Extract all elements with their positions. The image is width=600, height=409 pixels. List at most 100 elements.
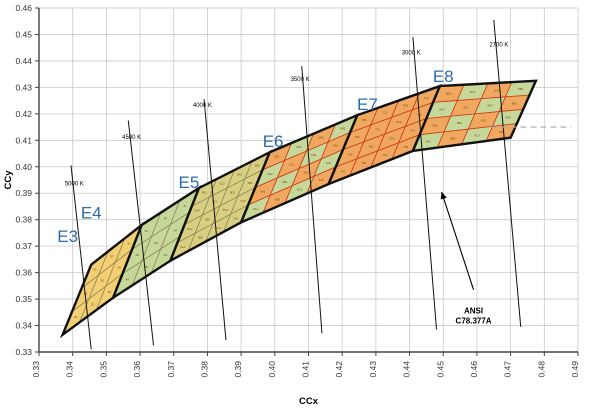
- bin-cell-label: 4A: [126, 277, 130, 281]
- y-tick-label: 0.38: [15, 215, 32, 225]
- bin-cell-label: 4B: [135, 253, 139, 257]
- bin-cell-label: 4F: [164, 217, 168, 221]
- annotation-text: C78.377A: [456, 317, 492, 326]
- y-tick-label: 0.34: [15, 321, 32, 331]
- bin-cell-label: 3G: [108, 290, 113, 294]
- bin-cell-label: 3F: [110, 255, 114, 259]
- zone-label-e3: E3: [57, 227, 78, 246]
- axis-titles: CCx CCy: [3, 170, 319, 407]
- cct-line: [412, 37, 438, 330]
- bin-cell-label: 8B1: [446, 92, 452, 96]
- bin-cell-label: 4E: [154, 241, 158, 245]
- bin-cell-label: 5C3: [216, 226, 222, 230]
- y-tick-label: 0.35: [15, 294, 32, 304]
- bin-cell-label: 3I: [127, 242, 130, 246]
- x-tick-label: 0.42: [334, 361, 344, 378]
- bin-cell-label: 7B3: [368, 144, 374, 148]
- bin-cell-label: 5A1: [180, 245, 186, 249]
- cct-line-label: 3500 K: [291, 77, 310, 83]
- bin-cell-label: 8B3: [457, 121, 463, 125]
- bin-cell-label: 4I: [183, 204, 186, 208]
- bin-cell-label: 4H: [173, 228, 177, 232]
- bin-cell-label: 7A3: [424, 96, 430, 100]
- bin-cell-label: 4G: [164, 253, 169, 257]
- bin-cell-label: 5A1: [237, 173, 243, 177]
- bin-cell-label: 5B1: [202, 191, 208, 195]
- x-tick-label: 0.41: [301, 361, 311, 378]
- bin-cell-label: 5B3: [205, 217, 211, 221]
- bin-cell-label: 8B2: [450, 136, 456, 140]
- bin-cell-label: 8A2: [433, 123, 439, 127]
- bin-cell-label: 5B1: [248, 181, 254, 185]
- annotation-leader-line: [441, 191, 475, 290]
- bin-cell-label: 6A1: [319, 178, 325, 182]
- bin-cell-label: 7D3: [403, 103, 409, 107]
- x-tick-label: 0.34: [65, 361, 75, 378]
- bin-cell-label: 6C1: [289, 162, 295, 166]
- bin-cell-label: 5A2: [187, 227, 193, 231]
- bin-cell-label: 5A3: [195, 209, 201, 213]
- y-tick-label: 0.36: [15, 268, 32, 278]
- binning-blocks: 3A3B3C3D3E3F3G3H3I4A4B4C4D4E4F4G4H4I5A15…: [59, 79, 538, 339]
- y-tick-label: 0.39: [15, 188, 32, 198]
- cct-line: [301, 66, 323, 334]
- tick-labels: 0.33 0.34 0.35 0.36 0.37 0.38 0.39 0.40 0.41 0.42…: [15, 3, 580, 378]
- y-tick-label: 0.40: [15, 162, 32, 172]
- block-outline: [411, 79, 538, 153]
- bin-cell-label: 4C: [145, 229, 149, 233]
- bin-cell-label: 6A2: [326, 161, 332, 165]
- bin-cell-label: 7C3: [382, 153, 388, 157]
- bin-cell-label: 6D3: [318, 136, 324, 140]
- bin-cell-label: 6B3: [282, 180, 288, 184]
- bin-cell-label: 3H: [117, 266, 121, 270]
- cct-line-label: 2700 K: [489, 42, 508, 48]
- cct-line-label: 5000 K: [65, 181, 84, 187]
- x-tick-label: 0.38: [199, 361, 209, 378]
- binning-block-e3: 3A3B3C3D3E3F3G3H3I: [59, 221, 145, 339]
- binning-block-e5: 5A1 5A2 5A3 5B1 5B2 5B3 5C1 5C2 5C3 5D1 5D2 5A1 5A2 5…: [168, 149, 273, 264]
- bin-cell-label: 7D4: [403, 145, 409, 149]
- bin-cell-label: 3C: [93, 268, 97, 272]
- cct-line: [70, 165, 92, 350]
- bin-cell-label: 8C3: [475, 133, 481, 137]
- bin-cell-label: 7C2: [382, 111, 388, 115]
- bin-cell-label: 6B1: [340, 126, 346, 130]
- bin-cell-label: 5D1: [223, 208, 229, 212]
- bin-cell-label: 6A2: [260, 189, 266, 193]
- bin-cell-label: 8B2: [518, 87, 524, 91]
- binning-block-e8: 8A1 8A2 8A3 8B1 8B2 8B3 8C1 8C2 8C3 8D1 8D2 8A1 8A2 8…: [411, 79, 538, 153]
- x-tick-label: 0.36: [132, 361, 142, 378]
- x-tick-label: 0.37: [166, 361, 176, 378]
- bin-cell-label: 7A1: [340, 169, 346, 173]
- x-tick-label: 0.43: [368, 361, 378, 378]
- bin-cell-label: 7B2: [361, 161, 367, 165]
- bin-cell-label: 3A: [74, 315, 78, 319]
- bin-cell-label: 5A2: [233, 216, 239, 220]
- x-tick-label: 0.48: [536, 361, 546, 378]
- annotation-arrowhead: [440, 191, 447, 200]
- x-tick-label: 0.47: [503, 361, 513, 378]
- annotation-text: ANSI: [464, 307, 483, 316]
- x-tick-label: 0.40: [267, 361, 277, 378]
- y-tick-label: 0.33: [15, 347, 32, 357]
- bin-cell-label: 7D1: [389, 136, 395, 140]
- bin-cell-label: 6A3: [333, 144, 339, 148]
- bin-cell-label: 6D2: [311, 153, 317, 157]
- zone-label-e7: E7: [357, 95, 378, 114]
- y-tick-label: 0.41: [15, 135, 32, 145]
- y-axis-title: CCy: [3, 170, 14, 190]
- axes: [35, 7, 579, 356]
- cct-line-label: 3000 K: [402, 50, 421, 56]
- y-tick-label: 0.42: [15, 109, 32, 119]
- x-tick-label: 0.35: [98, 361, 108, 378]
- bin-cell-label: 7A3: [354, 135, 360, 139]
- x-tick-label: 0.49: [570, 361, 580, 378]
- zone-label-e5: E5: [179, 173, 200, 192]
- x-axis-title: CCx: [299, 396, 319, 407]
- binning-block-e6: 6A1 6A2 6A3 6B1 6B2 6B3 6C1 6C2 6C3 6D1 6D2 6D3 6A1 6…: [238, 112, 360, 225]
- bin-cell-label: 5A3: [240, 199, 246, 203]
